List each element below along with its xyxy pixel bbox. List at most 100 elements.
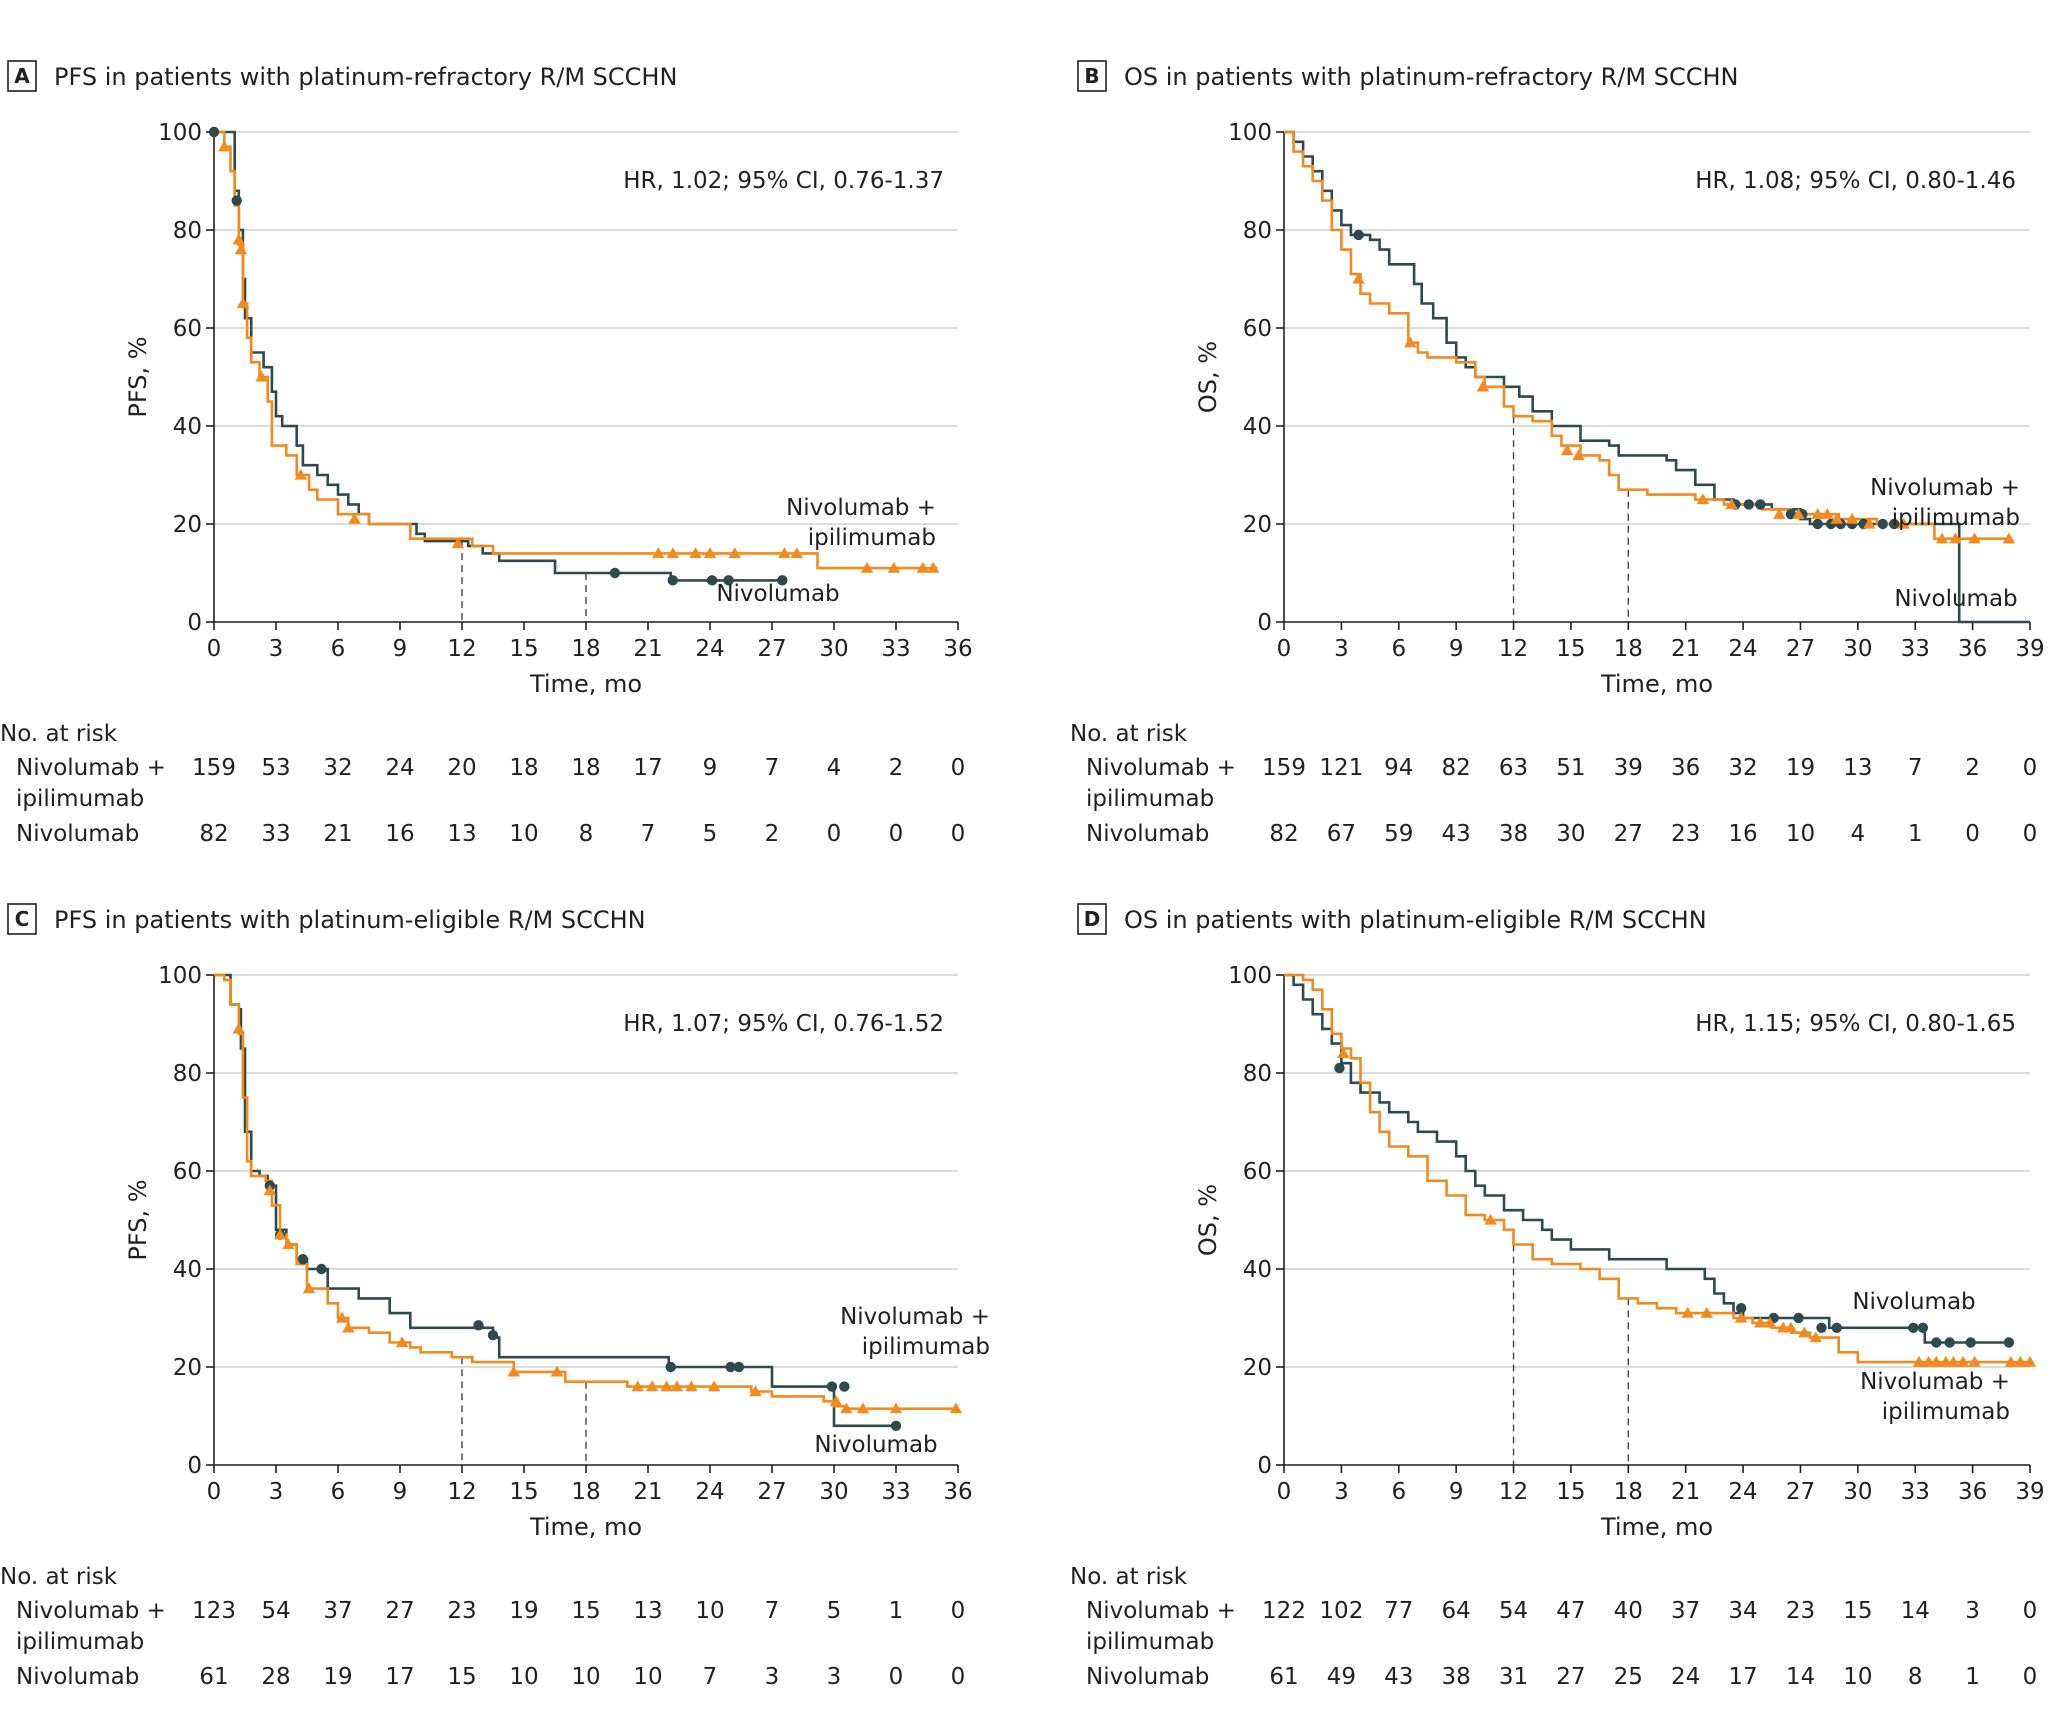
y-tick-label: 80 — [173, 218, 202, 244]
nivolumab-censor-marker — [667, 575, 678, 586]
nivolumab-censor-marker — [723, 575, 734, 586]
nivolumab-censor-marker — [1831, 1322, 1843, 1334]
risk-value-nivolumab: 43 — [1384, 1664, 1413, 1690]
risk-table-header: No. at risk — [1070, 1564, 1188, 1590]
combo-censor-marker — [550, 1365, 564, 1377]
risk-value-combo: 82 — [1442, 755, 1471, 781]
nivolumab-censor-marker — [733, 1361, 745, 1373]
x-tick-label: 30 — [1843, 1479, 1872, 1505]
x-tick-label: 21 — [633, 1479, 662, 1505]
nivolumab-censor-marker — [1334, 1062, 1345, 1074]
risk-row-label: ipilimumab — [1086, 786, 1214, 812]
risk-value-combo: 19 — [1786, 755, 1815, 781]
risk-value-combo: 47 — [1556, 1598, 1585, 1624]
x-axis-title: Time, mo — [1600, 670, 1713, 698]
risk-table-header: No. at risk — [1070, 721, 1188, 747]
x-tick-label: 9 — [1449, 636, 1464, 662]
nivolumab-censor-marker — [1944, 1337, 1955, 1348]
nivolumab-censor-marker — [1816, 1322, 1827, 1334]
risk-value-nivolumab: 82 — [1269, 821, 1298, 847]
y-tick-label: 20 — [1243, 512, 1272, 538]
risk-value-nivolumab: 61 — [199, 1664, 228, 1690]
y-tick-label: 100 — [158, 963, 202, 989]
y-tick-label: 100 — [1228, 120, 1272, 146]
combo-censor-marker — [1863, 517, 1876, 529]
nivolumab-curve-label: Nivolumab — [1852, 1289, 1975, 1315]
combo-curve-label: ipilimumab — [862, 1334, 990, 1360]
combo-censor-marker — [302, 1282, 316, 1294]
combo-censor-marker — [631, 1380, 644, 1392]
risk-value-nivolumab: 0 — [889, 821, 904, 847]
risk-value-combo: 15 — [571, 1598, 600, 1624]
risk-value-nivolumab: 43 — [1442, 821, 1471, 847]
risk-value-combo: 0 — [951, 1598, 966, 1624]
combo-censor-marker — [887, 561, 901, 573]
combo-censor-marker — [218, 140, 231, 152]
x-tick-label: 21 — [633, 636, 662, 662]
x-tick-label: 9 — [393, 1479, 408, 1505]
x-tick-label: 30 — [819, 636, 848, 662]
y-tick-label: 60 — [173, 316, 202, 342]
x-tick-label: 27 — [1786, 1479, 1815, 1505]
combo-censor-marker — [1476, 380, 1490, 392]
risk-value-nivolumab: 0 — [1965, 821, 1980, 847]
risk-row-label: Nivolumab + — [16, 1598, 166, 1624]
x-tick-label: 0 — [1277, 636, 1292, 662]
risk-value-combo: 53 — [261, 755, 290, 781]
y-tick-label: 80 — [1243, 218, 1272, 244]
risk-table-header: No. at risk — [0, 1564, 118, 1590]
risk-value-nivolumab: 0 — [2023, 1664, 2038, 1690]
y-axis-title: PFS, % — [124, 1179, 152, 1260]
risk-value-combo: 13 — [633, 1598, 662, 1624]
risk-value-nivolumab: 19 — [323, 1664, 352, 1690]
x-tick-label: 36 — [943, 636, 972, 662]
risk-value-nivolumab: 31 — [1499, 1664, 1528, 1690]
risk-value-nivolumab: 17 — [385, 1664, 414, 1690]
combo-censor-marker — [749, 1385, 762, 1397]
nivolumab-curve — [214, 973, 896, 1428]
risk-value-nivolumab: 82 — [199, 821, 228, 847]
panel-c: C PFS in patients with platinum-eligible … — [0, 903, 990, 1690]
nivolumab-censor-marker — [2003, 1337, 2015, 1348]
risk-value-combo: 13 — [1843, 755, 1872, 781]
y-tick-label: 20 — [173, 512, 202, 538]
x-tick-label: 0 — [207, 1479, 222, 1505]
nivolumab-curve — [214, 130, 783, 582]
combo-curve — [1284, 973, 2030, 1364]
nivolumab-curve-label: Nivolumab — [716, 581, 839, 607]
combo-censor-marker — [1935, 532, 1949, 544]
risk-value-combo: 23 — [1786, 1598, 1815, 1624]
combo-censor-marker — [1484, 1213, 1497, 1225]
x-tick-label: 0 — [1277, 1479, 1292, 1505]
y-tick-label: 100 — [158, 120, 202, 146]
risk-value-nivolumab: 28 — [261, 1664, 290, 1690]
y-axis-title: OS, % — [1194, 341, 1222, 413]
risk-value-combo: 64 — [1442, 1598, 1471, 1624]
risk-value-combo: 94 — [1384, 755, 1413, 781]
combo-censor-marker — [645, 1380, 659, 1392]
combo-censor-marker — [860, 561, 874, 573]
x-tick-label: 33 — [1901, 1479, 1930, 1505]
y-tick-label: 60 — [173, 1159, 202, 1185]
risk-value-nivolumab: 17 — [1728, 1664, 1757, 1690]
x-tick-label: 3 — [269, 1479, 284, 1505]
combo-censor-marker — [263, 1184, 276, 1196]
x-tick-label: 3 — [1334, 636, 1349, 662]
combo-censor-marker — [927, 561, 940, 573]
nivolumab-censor-marker — [1931, 1337, 1942, 1348]
x-tick-label: 12 — [1499, 636, 1528, 662]
nivolumab-curve-label: Nivolumab — [1894, 586, 2017, 612]
nivolumab-curve-label: Nivolumab — [814, 1432, 937, 1458]
risk-row-label: Nivolumab + — [1086, 755, 1236, 781]
risk-value-combo: 54 — [261, 1598, 290, 1624]
risk-value-combo: 7 — [765, 1598, 780, 1624]
risk-row-label: Nivolumab — [1086, 1664, 1209, 1690]
risk-value-combo: 14 — [1901, 1598, 1930, 1624]
x-tick-label: 24 — [1728, 1479, 1757, 1505]
x-tick-label: 6 — [331, 1479, 346, 1505]
risk-value-combo: 2 — [1965, 755, 1980, 781]
nivolumab-censor-marker — [208, 126, 220, 138]
combo-censor-marker — [1968, 1355, 1981, 1367]
nivolumab-censor-marker — [1812, 518, 1823, 530]
